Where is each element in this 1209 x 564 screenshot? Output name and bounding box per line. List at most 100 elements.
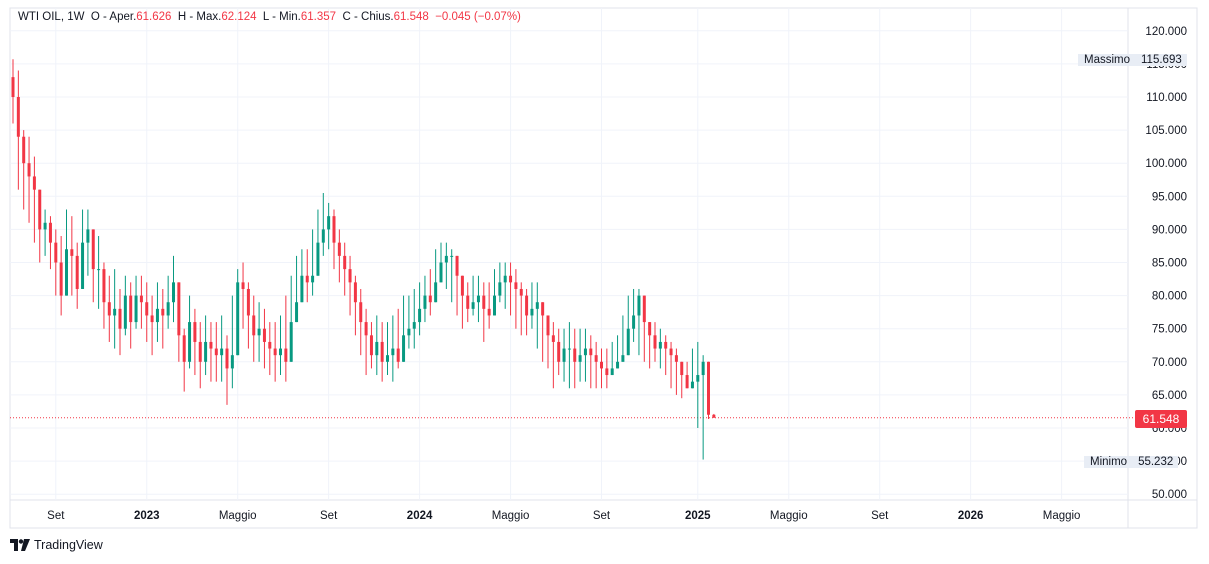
candle[interactable] [32, 156, 36, 243]
candle[interactable] [632, 288, 636, 342]
candle[interactable] [107, 275, 111, 342]
candle[interactable] [600, 348, 603, 389]
candle[interactable] [225, 335, 229, 405]
candle[interactable] [450, 249, 454, 303]
candle[interactable] [562, 328, 566, 382]
candle[interactable] [594, 341, 598, 389]
candle[interactable] [97, 236, 101, 309]
candle[interactable] [626, 295, 630, 356]
candle[interactable] [578, 328, 582, 382]
candle[interactable] [188, 295, 192, 369]
candle[interactable] [530, 282, 534, 329]
candle[interactable] [155, 282, 159, 342]
candle[interactable] [701, 355, 705, 460]
candle[interactable] [509, 262, 513, 316]
candle[interactable] [161, 288, 165, 349]
candle[interactable] [348, 255, 352, 316]
candle[interactable] [139, 275, 143, 329]
candle[interactable] [236, 269, 240, 356]
candle[interactable] [321, 192, 325, 256]
candle[interactable] [658, 328, 662, 369]
candle[interactable] [359, 288, 363, 356]
candle[interactable] [102, 262, 106, 329]
candle[interactable] [193, 308, 197, 376]
candle[interactable] [557, 328, 561, 376]
tradingview-logo[interactable]: TradingView [10, 538, 103, 552]
candle[interactable] [460, 275, 464, 329]
candle[interactable] [59, 236, 63, 316]
candle[interactable] [220, 315, 224, 382]
candle[interactable] [535, 282, 539, 349]
candle[interactable] [471, 275, 475, 316]
candle[interactable] [605, 348, 609, 389]
candle[interactable] [648, 322, 652, 369]
candle[interactable] [70, 216, 74, 296]
candle[interactable] [134, 275, 138, 329]
candle[interactable] [91, 229, 95, 303]
candle[interactable] [75, 242, 79, 309]
candle[interactable] [707, 361, 710, 420]
candle[interactable] [182, 328, 186, 392]
candle[interactable] [305, 249, 309, 303]
candle[interactable] [38, 189, 42, 263]
candle[interactable] [664, 335, 668, 376]
candle[interactable] [642, 295, 646, 362]
candle[interactable] [396, 308, 400, 369]
candle[interactable] [48, 216, 52, 270]
candle[interactable] [118, 288, 122, 356]
candle[interactable] [337, 229, 341, 283]
candle[interactable] [300, 249, 304, 303]
candle[interactable] [327, 202, 331, 250]
candle[interactable] [551, 322, 555, 389]
candle[interactable] [407, 295, 411, 349]
candle[interactable] [380, 322, 384, 382]
candle[interactable] [262, 308, 266, 369]
candle[interactable] [680, 361, 684, 399]
candle[interactable] [198, 322, 202, 389]
candle[interactable] [295, 255, 299, 323]
candle[interactable] [712, 413, 716, 418]
candle[interactable] [123, 275, 127, 336]
candle[interactable] [476, 275, 480, 323]
candle[interactable] [412, 288, 416, 349]
candle[interactable] [616, 335, 620, 369]
candle[interactable] [685, 361, 689, 389]
candle[interactable] [493, 269, 496, 316]
candle[interactable] [519, 282, 523, 336]
candle[interactable] [81, 209, 85, 289]
candle[interactable] [487, 282, 491, 329]
candle[interactable] [204, 315, 208, 376]
candle[interactable] [43, 209, 47, 256]
candle[interactable] [418, 282, 422, 336]
candle[interactable] [546, 315, 550, 369]
candle[interactable] [27, 136, 31, 223]
candle[interactable] [209, 322, 213, 382]
candle[interactable] [11, 59, 15, 124]
candle[interactable] [386, 322, 389, 376]
candle[interactable] [428, 269, 432, 316]
candle[interactable] [423, 275, 427, 323]
candle[interactable] [279, 315, 282, 376]
candle[interactable] [525, 288, 529, 336]
candle[interactable] [16, 70, 20, 190]
candle[interactable] [353, 275, 357, 336]
candle[interactable] [482, 282, 486, 342]
candle[interactable] [241, 262, 245, 329]
candle[interactable] [514, 269, 518, 329]
candle[interactable] [230, 295, 234, 389]
candle[interactable] [268, 322, 272, 376]
candle[interactable] [455, 255, 459, 316]
candle[interactable] [444, 242, 448, 289]
candle[interactable] [573, 328, 577, 389]
candle[interactable] [257, 302, 261, 362]
candle[interactable] [583, 328, 587, 382]
candle[interactable] [214, 322, 218, 382]
candle[interactable] [145, 282, 149, 342]
candle[interactable] [402, 295, 406, 362]
candle[interactable] [466, 282, 470, 323]
candle[interactable] [54, 229, 58, 296]
candle[interactable] [177, 282, 181, 362]
candle[interactable] [289, 275, 293, 362]
candle[interactable] [316, 209, 320, 276]
